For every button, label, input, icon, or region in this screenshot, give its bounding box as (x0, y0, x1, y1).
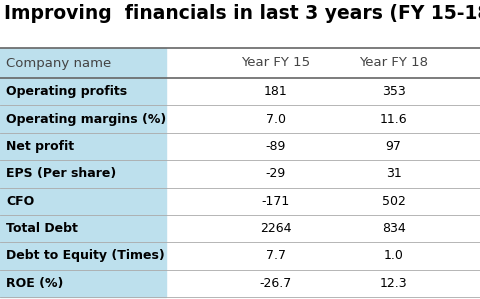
Text: -26.7: -26.7 (260, 277, 292, 290)
Text: Total Debt: Total Debt (6, 222, 78, 235)
Text: -89: -89 (266, 140, 286, 153)
Text: Operating profits: Operating profits (6, 85, 127, 98)
Text: -29: -29 (266, 167, 286, 180)
Text: 353: 353 (382, 85, 406, 98)
Text: 2264: 2264 (260, 222, 292, 235)
Text: Debt to Equity (Times): Debt to Equity (Times) (6, 249, 165, 263)
Text: CFO: CFO (6, 195, 34, 208)
Text: 12.3: 12.3 (380, 277, 408, 290)
Text: Improving  financials in last 3 years (FY 15-18): Improving financials in last 3 years (FY… (4, 4, 480, 23)
Text: 1.0: 1.0 (384, 249, 404, 263)
Text: Operating margins (%): Operating margins (%) (6, 112, 166, 126)
Bar (0, 48, 166, 297)
Text: EPS (Per share): EPS (Per share) (6, 167, 116, 180)
Text: 502: 502 (382, 195, 406, 208)
Text: 7.7: 7.7 (266, 249, 286, 263)
Text: 834: 834 (382, 222, 406, 235)
Text: Company name: Company name (6, 57, 111, 69)
Text: Net profit: Net profit (6, 140, 74, 153)
Text: 97: 97 (385, 140, 402, 153)
Text: 11.6: 11.6 (380, 112, 408, 126)
Text: 7.0: 7.0 (266, 112, 286, 126)
Text: Year FY 15: Year FY 15 (241, 57, 311, 69)
Text: Year FY 18: Year FY 18 (359, 57, 428, 69)
Text: -171: -171 (262, 195, 290, 208)
Text: 31: 31 (386, 167, 401, 180)
Text: 181: 181 (264, 85, 288, 98)
Text: ROE (%): ROE (%) (6, 277, 63, 290)
